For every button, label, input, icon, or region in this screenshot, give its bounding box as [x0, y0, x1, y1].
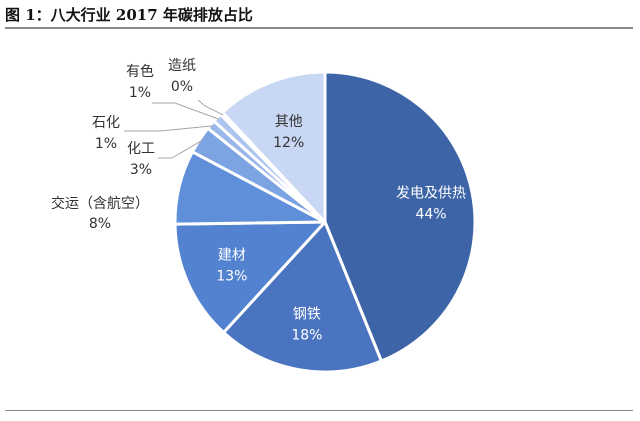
pie-slice-1 — [323, 70, 477, 363]
slice-label-9: 其他 — [275, 114, 303, 130]
slice-label-7: 有色 — [126, 63, 154, 80]
pie-slice-2 — [222, 220, 383, 374]
slice-value-6: 1% — [95, 136, 117, 152]
slice-label-2: 钢铁 — [293, 306, 321, 322]
bottom-divider — [5, 410, 633, 411]
slice-value-7: 1% — [129, 85, 151, 101]
slice-value-1: 44% — [415, 206, 446, 222]
slice-value-2: 18% — [291, 327, 322, 343]
leader-line-7 — [152, 102, 219, 120]
slice-value-3: 13% — [216, 269, 247, 285]
pie-slice-3 — [173, 220, 327, 335]
figure-title: 图 1：八大行业 2017 年碳排放占比 — [5, 6, 253, 24]
title-divider — [5, 27, 633, 29]
leader-line-6 — [124, 125, 213, 132]
slice-value-8: 0% — [171, 79, 193, 95]
slice-label-8: 造纸 — [168, 58, 196, 74]
slice-label-5: 化工 — [127, 141, 155, 157]
slice-label-3: 建材 — [218, 248, 246, 264]
slice-label-1: 发电及供热 — [396, 185, 466, 201]
slice-value-4: 8% — [89, 216, 111, 232]
leader-line-5 — [158, 140, 202, 159]
slice-label-6: 石化 — [92, 115, 120, 131]
slice-value-5: 3% — [130, 162, 152, 178]
pie-slice-9 — [221, 70, 327, 224]
slice-label-4: 交运（含航空） — [51, 195, 149, 212]
leader-line-8 — [197, 99, 224, 116]
slice-value-9: 12% — [273, 135, 304, 151]
